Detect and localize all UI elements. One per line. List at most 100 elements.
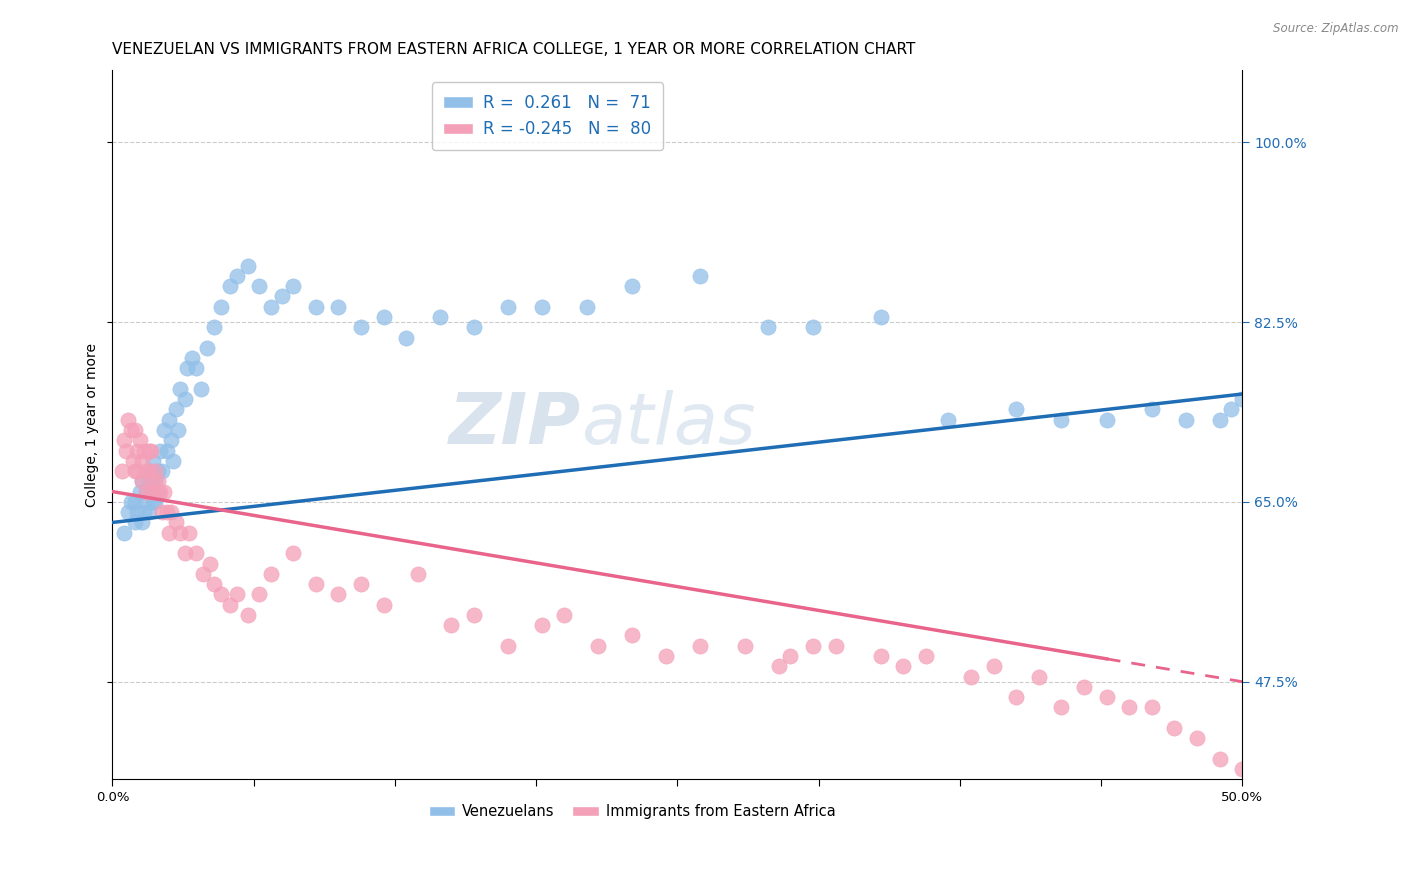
- Point: [305, 577, 328, 591]
- Point: [173, 546, 195, 560]
- Point: [575, 300, 598, 314]
- Point: [219, 598, 242, 612]
- Point: [165, 402, 187, 417]
- Point: [139, 464, 162, 478]
- Point: [1050, 700, 1073, 714]
- Point: [225, 587, 247, 601]
- Point: [1005, 402, 1028, 417]
- Point: [983, 659, 1005, 673]
- Point: [1095, 690, 1118, 704]
- Point: [429, 310, 451, 324]
- Point: [530, 300, 553, 314]
- Point: [1028, 669, 1050, 683]
- Text: VENEZUELAN VS IMMIGRANTS FROM EASTERN AFRICA COLLEGE, 1 YEAR OR MORE CORRELATION: VENEZUELAN VS IMMIGRANTS FROM EASTERN AF…: [112, 42, 915, 57]
- Point: [219, 279, 242, 293]
- Point: [157, 413, 180, 427]
- Point: [179, 525, 201, 540]
- Point: [139, 484, 162, 499]
- Point: [824, 639, 846, 653]
- Point: [655, 648, 678, 663]
- Point: [176, 361, 198, 376]
- Point: [169, 525, 191, 540]
- Point: [146, 484, 169, 499]
- Point: [191, 566, 214, 581]
- Point: [160, 505, 183, 519]
- Point: [134, 505, 156, 519]
- Point: [162, 454, 184, 468]
- Point: [146, 464, 169, 478]
- Point: [553, 607, 575, 622]
- Point: [209, 587, 232, 601]
- Point: [184, 546, 207, 560]
- Point: [209, 300, 232, 314]
- Point: [153, 423, 176, 437]
- Point: [1050, 413, 1073, 427]
- Point: [131, 475, 153, 489]
- Point: [350, 577, 373, 591]
- Point: [1140, 700, 1163, 714]
- Point: [145, 475, 167, 489]
- Point: [120, 423, 142, 437]
- Point: [142, 454, 165, 468]
- Point: [259, 566, 281, 581]
- Point: [373, 310, 395, 324]
- Point: [328, 300, 350, 314]
- Point: [157, 525, 180, 540]
- Point: [138, 464, 160, 478]
- Point: [1185, 731, 1208, 746]
- Point: [131, 475, 153, 489]
- Point: [156, 505, 179, 519]
- Point: [1208, 413, 1230, 427]
- Point: [190, 382, 212, 396]
- Point: [150, 505, 173, 519]
- Point: [131, 516, 153, 530]
- Point: [395, 330, 418, 344]
- Point: [271, 289, 294, 303]
- Point: [135, 495, 157, 509]
- Point: [236, 607, 259, 622]
- Point: [247, 587, 270, 601]
- Point: [915, 648, 938, 663]
- Point: [149, 443, 172, 458]
- Point: [134, 443, 156, 458]
- Point: [135, 484, 157, 499]
- Point: [138, 443, 160, 458]
- Point: [197, 341, 219, 355]
- Point: [1174, 413, 1197, 427]
- Point: [689, 268, 711, 283]
- Point: [128, 484, 150, 499]
- Text: Source: ZipAtlas.com: Source: ZipAtlas.com: [1274, 22, 1399, 36]
- Point: [117, 505, 139, 519]
- Point: [1232, 762, 1254, 776]
- Point: [350, 320, 373, 334]
- Point: [115, 443, 138, 458]
- Legend: Venezuelans, Immigrants from Eastern Africa: Venezuelans, Immigrants from Eastern Afr…: [423, 798, 841, 825]
- Point: [225, 268, 247, 283]
- Point: [173, 392, 195, 406]
- Point: [779, 648, 801, 663]
- Point: [621, 279, 644, 293]
- Point: [1208, 752, 1230, 766]
- Point: [124, 516, 146, 530]
- Point: [734, 639, 756, 653]
- Point: [463, 607, 485, 622]
- Point: [167, 423, 190, 437]
- Point: [496, 300, 519, 314]
- Point: [1005, 690, 1028, 704]
- Point: [373, 598, 395, 612]
- Y-axis label: College, 1 year or more: College, 1 year or more: [86, 343, 100, 507]
- Point: [142, 495, 165, 509]
- Point: [1073, 680, 1095, 694]
- Point: [156, 443, 179, 458]
- Point: [153, 484, 176, 499]
- Text: ZIP: ZIP: [449, 391, 581, 459]
- Point: [124, 464, 146, 478]
- Point: [283, 546, 305, 560]
- Point: [131, 454, 153, 468]
- Point: [169, 382, 191, 396]
- Point: [146, 475, 169, 489]
- Point: [149, 484, 172, 499]
- Point: [135, 464, 157, 478]
- Point: [184, 361, 207, 376]
- Point: [124, 423, 146, 437]
